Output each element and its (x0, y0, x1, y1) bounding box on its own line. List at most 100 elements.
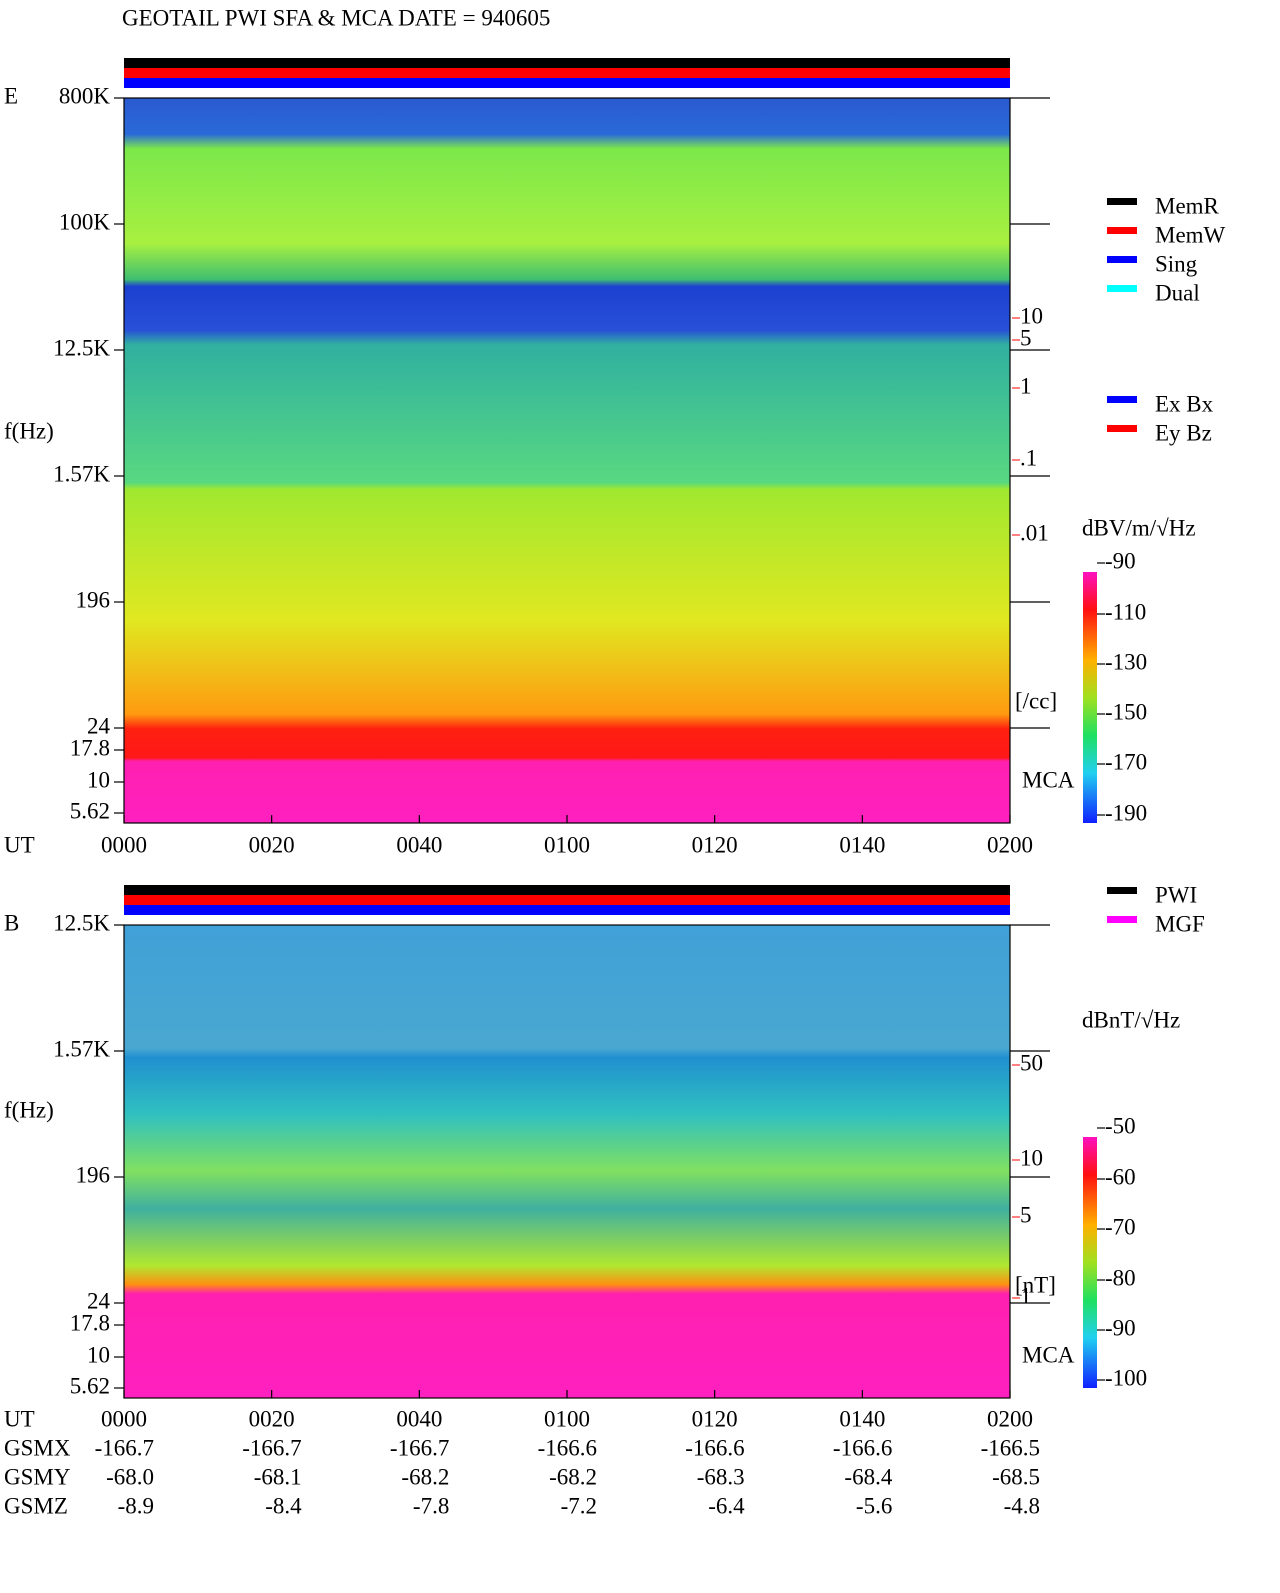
colorbar-tick-label: -170 (1105, 749, 1147, 774)
colorbar-tick-label: -80 (1105, 1265, 1136, 1290)
orbit-value: -68.2 (401, 1464, 449, 1489)
orbit-value: -68.1 (254, 1464, 302, 1489)
colorbar-tick-label: -50 (1105, 1113, 1136, 1138)
orbit-value: -5.6 (856, 1493, 892, 1518)
legend-label: MGF (1155, 911, 1205, 936)
y-tick-label: 17.8 (70, 1310, 110, 1335)
scale-unit: [nT] (1015, 1272, 1056, 1297)
scale-tick-label: .1 (1020, 445, 1037, 470)
mode-bar (124, 895, 1010, 905)
y-tick-label: 12.5K (53, 335, 110, 360)
mca-label: MCA (1022, 1342, 1075, 1367)
colorbar-tick-label: -100 (1105, 1365, 1147, 1390)
scale-tick-label: 10 (1020, 303, 1043, 328)
legend-swatch (1107, 425, 1137, 432)
y-tick-label: 24 (87, 713, 111, 738)
orbit-value: -7.2 (561, 1493, 597, 1518)
legend-swatch (1107, 256, 1137, 263)
y-tick-label: 196 (76, 587, 111, 612)
x-tick-label: 0020 (249, 832, 295, 857)
y-tick-label: 100K (59, 209, 111, 234)
x-axis-label: UT (4, 1406, 35, 1431)
x-tick-label: 0100 (544, 1406, 590, 1431)
orbit-value: -166.6 (685, 1435, 744, 1460)
orbit-value: -4.8 (1004, 1493, 1040, 1518)
scale-tick-label: 1 (1020, 1283, 1032, 1308)
x-tick-label: 0000 (101, 832, 147, 857)
x-tick-label: 0020 (249, 1406, 295, 1431)
orbit-value: -7.8 (413, 1493, 449, 1518)
y-tick-label: 1.57K (53, 461, 110, 486)
orbit-value: -166.7 (242, 1435, 301, 1460)
orbit-value: -166.6 (833, 1435, 892, 1460)
title: GEOTAIL PWI SFA & MCA DATE = 940605 (122, 5, 550, 30)
y-tick-label: 5.62 (70, 798, 110, 823)
x-tick-label: 0120 (692, 1406, 738, 1431)
x-axis-label: UT (4, 832, 35, 857)
colorbar-unit: dBnT/√Hz (1082, 1007, 1180, 1032)
scale-tick-label: 1 (1020, 373, 1032, 398)
mode-bar (124, 905, 1010, 915)
legend-label: Dual (1155, 280, 1200, 305)
spectrogram (124, 925, 1010, 1398)
x-tick-label: 0140 (839, 832, 885, 857)
y-tick-label: 17.8 (70, 735, 110, 760)
legend-label: Ey Bz (1155, 420, 1212, 445)
colorbar-unit: dBV/m/√Hz (1082, 515, 1196, 540)
spectrogram (124, 98, 1010, 823)
x-tick-label: 0100 (544, 832, 590, 857)
y-tick-label: 800K (59, 83, 111, 108)
mode-bar (124, 78, 1010, 88)
x-tick-label: 0000 (101, 1406, 147, 1431)
colorbar-tick-label: -190 (1105, 800, 1147, 825)
colorbar-tick-label: -130 (1105, 649, 1147, 674)
colorbar (1083, 572, 1097, 823)
orbit-value: -68.3 (697, 1464, 745, 1489)
colorbar-tick-label: -150 (1105, 699, 1147, 724)
orbit-value: -166.7 (95, 1435, 154, 1460)
legend-label: PWI (1155, 882, 1197, 907)
orbit-value: -8.4 (265, 1493, 302, 1518)
panel-label: B (4, 910, 19, 935)
orbit-value: -166.7 (390, 1435, 449, 1460)
y-axis-label: f(Hz) (4, 418, 54, 443)
colorbar-tick-label: -90 (1105, 548, 1136, 573)
y-tick-label: 10 (87, 1342, 110, 1367)
y-tick-label: 196 (76, 1162, 111, 1187)
y-tick-label: 5.62 (70, 1373, 110, 1398)
orbit-label: GSMZ (4, 1493, 68, 1518)
x-tick-label: 0120 (692, 832, 738, 857)
colorbar-tick-label: -60 (1105, 1164, 1136, 1189)
orbit-label: GSMX (4, 1435, 71, 1460)
y-tick-label: 12.5K (53, 910, 110, 935)
colorbar-tick-label: -90 (1105, 1315, 1136, 1340)
legend-swatch (1107, 916, 1137, 923)
orbit-value: -68.2 (549, 1464, 597, 1489)
orbit-value: -8.9 (118, 1493, 154, 1518)
legend-swatch (1107, 227, 1137, 234)
x-tick-label: 0140 (839, 1406, 885, 1431)
legend-label: MemR (1155, 193, 1220, 218)
y-tick-label: 10 (87, 767, 110, 792)
legend-label: Ex Bx (1155, 391, 1214, 416)
colorbar-tick-label: -110 (1105, 599, 1146, 624)
scale-tick-label: 5 (1020, 1202, 1032, 1227)
mca-label: MCA (1022, 767, 1075, 792)
legend-swatch (1107, 285, 1137, 292)
scale-tick-label: 10 (1020, 1145, 1043, 1170)
legend-swatch (1107, 396, 1137, 403)
legend-label: MemW (1155, 222, 1226, 247)
scale-unit: [/cc] (1015, 688, 1057, 713)
x-tick-label: 0040 (396, 1406, 442, 1431)
orbit-label: GSMY (4, 1464, 71, 1489)
panel-label: E (4, 83, 18, 108)
legend-swatch (1107, 887, 1137, 894)
mode-bar (124, 885, 1010, 895)
scale-tick-label: 5 (1020, 325, 1032, 350)
legend-label: Sing (1155, 251, 1198, 276)
colorbar-tick-label: -70 (1105, 1214, 1136, 1239)
scale-tick-label: 50 (1020, 1050, 1043, 1075)
mode-bar (124, 68, 1010, 78)
orbit-value: -6.4 (708, 1493, 745, 1518)
